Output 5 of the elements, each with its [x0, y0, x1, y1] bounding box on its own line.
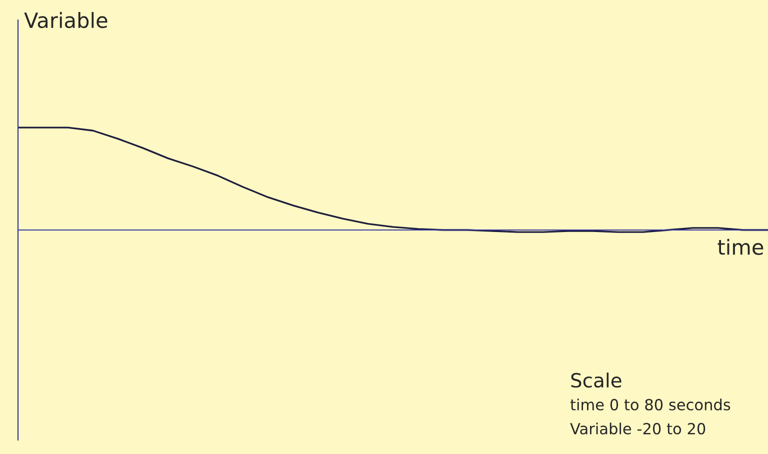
- text: Scale: [571, 372, 622, 388]
- y-axis-title: Variable: [24, 12, 108, 28]
- x-axis-title: time: [718, 238, 764, 255]
- text: time 0 to 80 seconds: [570, 398, 730, 410]
- text: Variable -20 to 20: [570, 422, 706, 434]
